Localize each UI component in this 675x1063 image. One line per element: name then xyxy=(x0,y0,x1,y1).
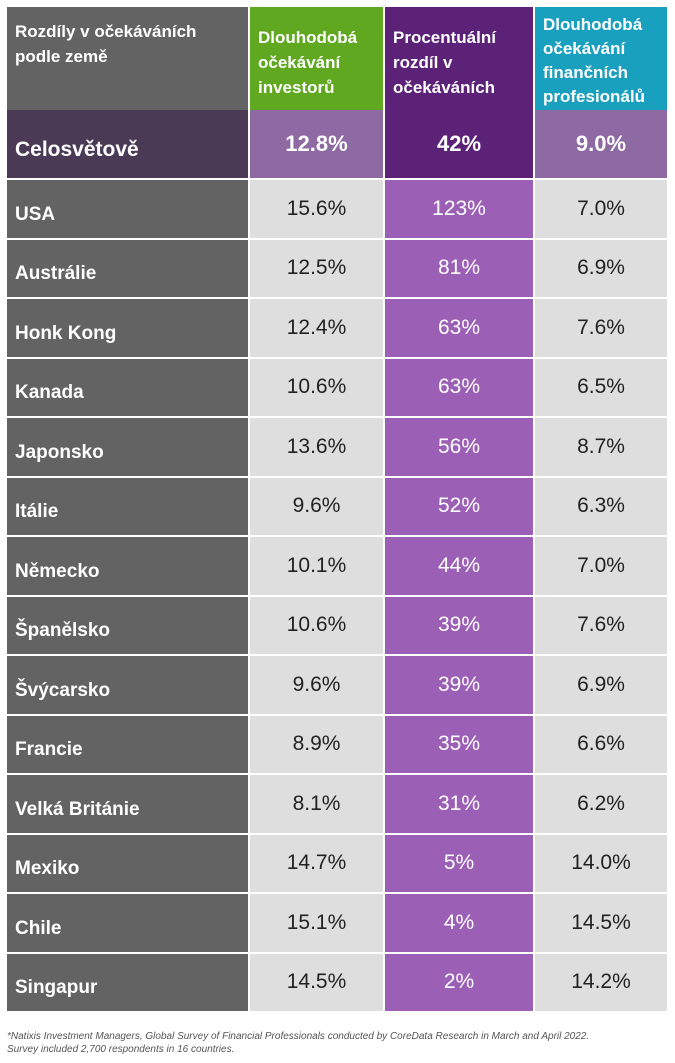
gap-value: 63% xyxy=(383,297,533,357)
gap-value: 4% xyxy=(383,892,533,952)
table-row-global: Celosvětově 12.8% 42% 9.0% xyxy=(7,110,667,178)
gap-value: 63% xyxy=(383,356,533,416)
gap-value: 42% xyxy=(383,110,533,178)
table-row: Německo 10.1% 44% 7.0% xyxy=(7,535,667,595)
professionals-value: 6.5% xyxy=(533,356,667,416)
investors-value: 8.9% xyxy=(248,713,383,773)
investors-value: 12.4% xyxy=(248,297,383,357)
professionals-value: 14.5% xyxy=(533,892,667,952)
gap-value: 56% xyxy=(383,416,533,476)
table-row: USA 15.6% 123% 7.0% xyxy=(7,178,667,238)
investors-value: 12.8% xyxy=(248,110,383,178)
country-cell: Celosvětově xyxy=(7,110,248,178)
table-row: Švýcarsko 9.6% 39% 6.9% xyxy=(7,654,667,714)
table-row: Japonsko 13.6% 56% 8.7% xyxy=(7,416,667,476)
country-cell: Španělsko xyxy=(7,594,248,654)
investors-value: 9.6% xyxy=(248,654,383,714)
table-row: Kanada 10.6% 63% 6.5% xyxy=(7,356,667,416)
investors-value: 10.6% xyxy=(248,594,383,654)
gap-value: 81% xyxy=(383,237,533,297)
professionals-value: 6.2% xyxy=(533,773,667,833)
table-row: Velká Británie 8.1% 31% 6.2% xyxy=(7,773,667,833)
header-country: Rozdíly v očekáváních podle země xyxy=(7,7,248,110)
header-investors: Dlouhodobá očekávání investorů xyxy=(248,7,383,110)
table-row: Mexiko 14.7% 5% 14.0% xyxy=(7,832,667,892)
investors-value: 13.6% xyxy=(248,416,383,476)
gap-value: 52% xyxy=(383,475,533,535)
country-cell: Kanada xyxy=(7,356,248,416)
table-row: Chile 15.1% 4% 14.5% xyxy=(7,892,667,952)
professionals-value: 6.9% xyxy=(533,654,667,714)
professionals-value: 7.0% xyxy=(533,178,667,238)
investors-value: 10.6% xyxy=(248,356,383,416)
table-row: Singapur 14.5% 2% 14.2% xyxy=(7,951,667,1011)
country-cell: Honk Kong xyxy=(7,297,248,357)
investors-value: 15.6% xyxy=(248,178,383,238)
table-row: Honk Kong 12.4% 63% 7.6% xyxy=(7,297,667,357)
country-cell: Německo xyxy=(7,535,248,595)
country-cell: Mexiko xyxy=(7,832,248,892)
gap-value: 123% xyxy=(383,178,533,238)
table-row: Austrálie 12.5% 81% 6.9% xyxy=(7,237,667,297)
professionals-value: 6.6% xyxy=(533,713,667,773)
professionals-value: 14.2% xyxy=(533,951,667,1011)
footnote-line-2: Survey included 2,700 respondents in 16 … xyxy=(7,1044,235,1055)
investors-value: 9.6% xyxy=(248,475,383,535)
gap-value: 39% xyxy=(383,594,533,654)
country-cell: Austrálie xyxy=(7,237,248,297)
professionals-value: 9.0% xyxy=(533,110,667,178)
header-professionals: Dlouhodobá očekávání finančních profesio… xyxy=(533,7,667,110)
country-cell: Francie xyxy=(7,713,248,773)
investors-value: 14.5% xyxy=(248,951,383,1011)
gap-value: 35% xyxy=(383,713,533,773)
gap-value: 39% xyxy=(383,654,533,714)
country-cell: USA xyxy=(7,178,248,238)
country-cell: Švýcarsko xyxy=(7,654,248,714)
table-row: Itálie 9.6% 52% 6.3% xyxy=(7,475,667,535)
professionals-value: 8.7% xyxy=(533,416,667,476)
investors-value: 14.7% xyxy=(248,832,383,892)
professionals-value: 7.6% xyxy=(533,297,667,357)
country-cell: Velká Británie xyxy=(7,773,248,833)
table-row: Francie 8.9% 35% 6.6% xyxy=(7,713,667,773)
professionals-value: 6.3% xyxy=(533,475,667,535)
professionals-value: 7.6% xyxy=(533,594,667,654)
gap-value: 5% xyxy=(383,832,533,892)
investors-value: 10.1% xyxy=(248,535,383,595)
gap-value: 31% xyxy=(383,773,533,833)
country-cell: Itálie xyxy=(7,475,248,535)
professionals-value: 6.9% xyxy=(533,237,667,297)
table-header-row: Rozdíly v očekáváních podle země Dlouhod… xyxy=(7,7,667,110)
investors-value: 8.1% xyxy=(248,773,383,833)
footnote-line-1: *Natixis Investment Managers, Global Sur… xyxy=(7,1031,590,1042)
header-gap: Procentuální rozdíl v očekáváních xyxy=(383,7,533,110)
comparison-table: Rozdíly v očekáváních podle země Dlouhod… xyxy=(7,7,667,1011)
footnote: *Natixis Investment Managers, Global Sur… xyxy=(7,1030,667,1056)
gap-value: 44% xyxy=(383,535,533,595)
investors-value: 15.1% xyxy=(248,892,383,952)
country-cell: Singapur xyxy=(7,951,248,1011)
country-cell: Chile xyxy=(7,892,248,952)
table-body: Celosvětově 12.8% 42% 9.0% USA 15.6% 123% 7.0% A… xyxy=(7,110,667,1011)
professionals-value: 14.0% xyxy=(533,832,667,892)
country-cell: Japonsko xyxy=(7,416,248,476)
investors-value: 12.5% xyxy=(248,237,383,297)
table-row: Španělsko 10.6% 39% 7.6% xyxy=(7,594,667,654)
professionals-value: 7.0% xyxy=(533,535,667,595)
gap-value: 2% xyxy=(383,951,533,1011)
